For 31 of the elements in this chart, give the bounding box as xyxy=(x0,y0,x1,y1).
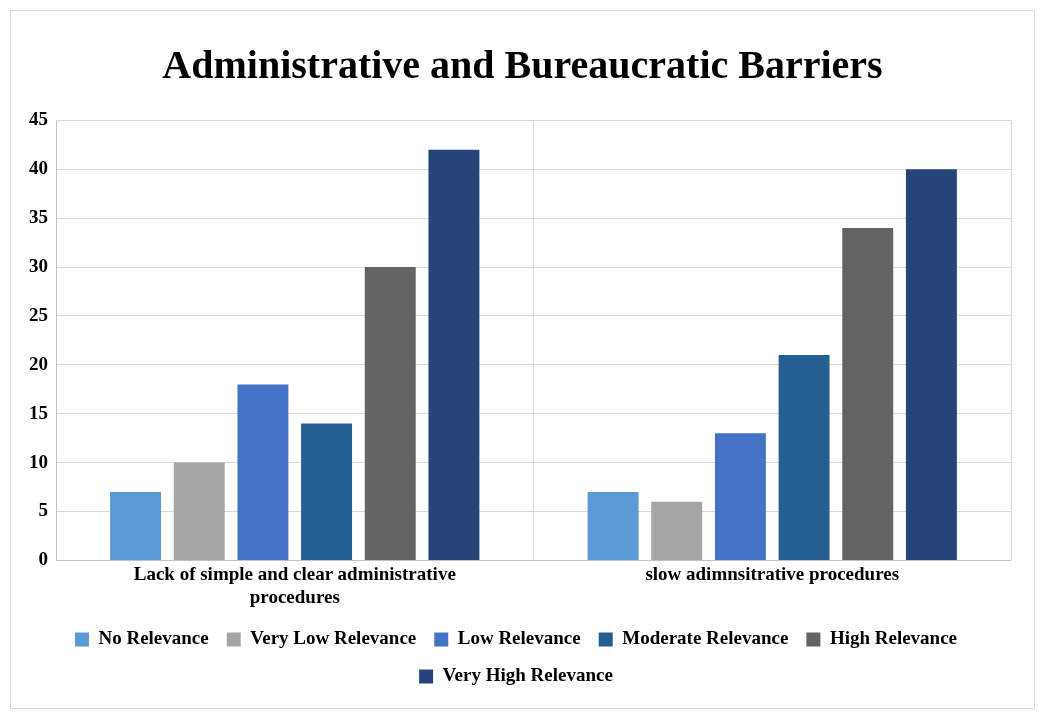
bar xyxy=(364,267,416,560)
legend-label: Moderate Relevance xyxy=(622,627,789,649)
bar xyxy=(905,169,957,560)
y-tick-label: 30 xyxy=(29,254,48,276)
x-tick-label: Lack of simple and clear administrative procedures xyxy=(133,562,456,607)
y-tick-label: 45 xyxy=(29,108,48,130)
bar xyxy=(842,227,894,560)
y-tick-label: 10 xyxy=(29,450,48,472)
y-tick-label: 40 xyxy=(29,157,48,179)
bar xyxy=(428,149,480,560)
y-tick-label: 5 xyxy=(38,499,48,521)
bar xyxy=(110,491,162,560)
bar xyxy=(237,384,289,560)
bar xyxy=(778,355,830,560)
bar xyxy=(651,501,703,560)
bar xyxy=(714,433,766,560)
x-tick-label: slow adimnsitrative procedures xyxy=(645,562,900,584)
y-tick-label: 35 xyxy=(29,206,48,228)
legend-label: High Relevance xyxy=(829,627,958,649)
y-tick-label: 20 xyxy=(29,352,48,374)
y-tick-label: 0 xyxy=(38,548,48,570)
chart-title: Administrative and Bureaucratic Barriers xyxy=(161,41,884,88)
bar xyxy=(587,491,639,560)
legend-label: Very High Relevance xyxy=(442,664,613,686)
bar xyxy=(301,423,353,560)
legend-label: Very Low Relevance xyxy=(250,627,417,649)
y-tick-label: 25 xyxy=(29,303,48,325)
legend-label: No Relevance xyxy=(98,627,209,649)
bar xyxy=(173,462,225,560)
legend-label: Low Relevance xyxy=(457,627,581,649)
y-tick-label: 15 xyxy=(29,401,48,423)
